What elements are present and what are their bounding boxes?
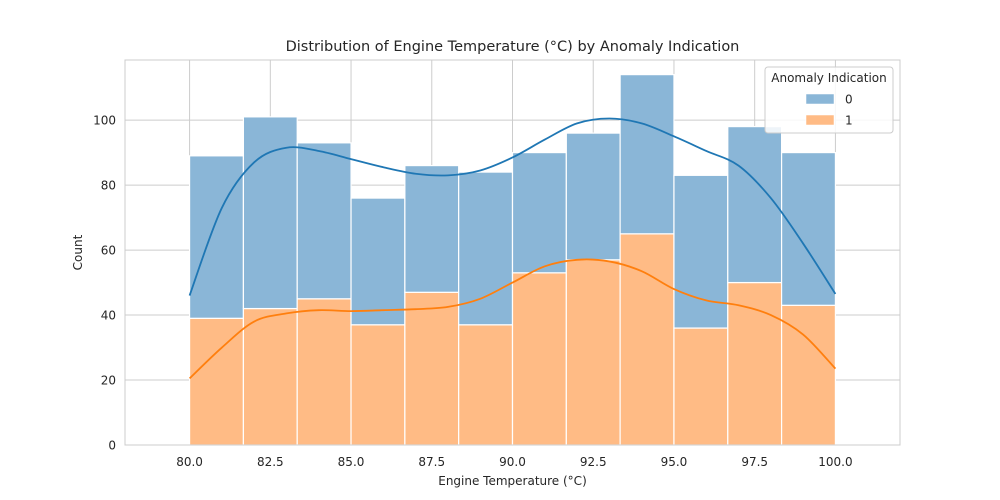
legend-title: Anomaly Indication bbox=[771, 71, 886, 85]
x-axis: 80.0 82.5 85.0 87.5 90.0 92.5 95.0 97.5 100.0 bbox=[176, 455, 852, 469]
y-tick-label: 60 bbox=[101, 244, 116, 258]
legend-label-1: 1 bbox=[845, 114, 853, 128]
bar-anomaly-0 bbox=[619, 74, 675, 235]
y-tick-label: 20 bbox=[101, 374, 116, 388]
bar-anomaly-1 bbox=[242, 307, 298, 446]
x-tick-label: 82.5 bbox=[257, 455, 284, 469]
bar-anomaly-0 bbox=[673, 174, 729, 329]
x-tick-label: 85.0 bbox=[338, 455, 365, 469]
y-tick-label: 0 bbox=[108, 439, 116, 453]
x-tick-label: 95.0 bbox=[661, 455, 688, 469]
bar-anomaly-0 bbox=[242, 116, 298, 310]
bar-anomaly-1 bbox=[458, 324, 514, 446]
legend: Anomaly Indication 0 1 bbox=[764, 66, 894, 134]
legend-swatch-1 bbox=[805, 114, 835, 126]
bar-anomaly-0 bbox=[350, 197, 406, 326]
bar-anomaly-1 bbox=[727, 281, 783, 446]
bar-anomaly-0 bbox=[458, 171, 514, 326]
kde-line-0 bbox=[188, 117, 837, 296]
legend-swatch-0 bbox=[805, 93, 835, 105]
kde-lines bbox=[188, 117, 837, 380]
x-axis-label: Engine Temperature (°C) bbox=[438, 474, 587, 488]
chart-title: Distribution of Engine Temperature (°C) … bbox=[286, 39, 740, 55]
bar-anomaly-0 bbox=[296, 142, 352, 300]
x-tick-label: 100.0 bbox=[818, 455, 852, 469]
kde-line-1 bbox=[188, 258, 837, 380]
y-axis: 0 20 40 60 80 100 bbox=[93, 114, 116, 453]
x-tick-label: 90.0 bbox=[499, 455, 526, 469]
x-tick-label: 80.0 bbox=[176, 455, 203, 469]
y-axis-label: Count bbox=[71, 234, 85, 270]
legend-label-0: 0 bbox=[845, 93, 853, 107]
bar-anomaly-1 bbox=[296, 298, 352, 446]
bar-anomaly-1 bbox=[565, 259, 621, 446]
y-tick-label: 100 bbox=[93, 114, 116, 128]
bar-anomaly-1 bbox=[511, 272, 567, 446]
bar-anomaly-1 bbox=[673, 327, 729, 446]
bar-anomaly-1 bbox=[780, 304, 837, 446]
x-tick-label: 97.5 bbox=[741, 455, 768, 469]
bar-anomaly-0 bbox=[404, 164, 460, 293]
bar-anomaly-0 bbox=[565, 132, 621, 261]
bar-anomaly-0 bbox=[727, 126, 783, 284]
bar-anomaly-1 bbox=[619, 233, 675, 446]
bar-anomaly-1 bbox=[188, 317, 245, 446]
y-tick-label: 40 bbox=[101, 309, 116, 323]
bar-anomaly-1 bbox=[350, 324, 406, 446]
plot-frame bbox=[124, 59, 901, 446]
bar-anomaly-0 bbox=[511, 151, 567, 274]
bar-anomaly-0 bbox=[188, 155, 245, 319]
bar-anomaly-1 bbox=[404, 291, 460, 446]
x-tick-label: 92.5 bbox=[580, 455, 607, 469]
y-tick-label: 80 bbox=[101, 179, 116, 193]
x-tick-label: 87.5 bbox=[418, 455, 445, 469]
